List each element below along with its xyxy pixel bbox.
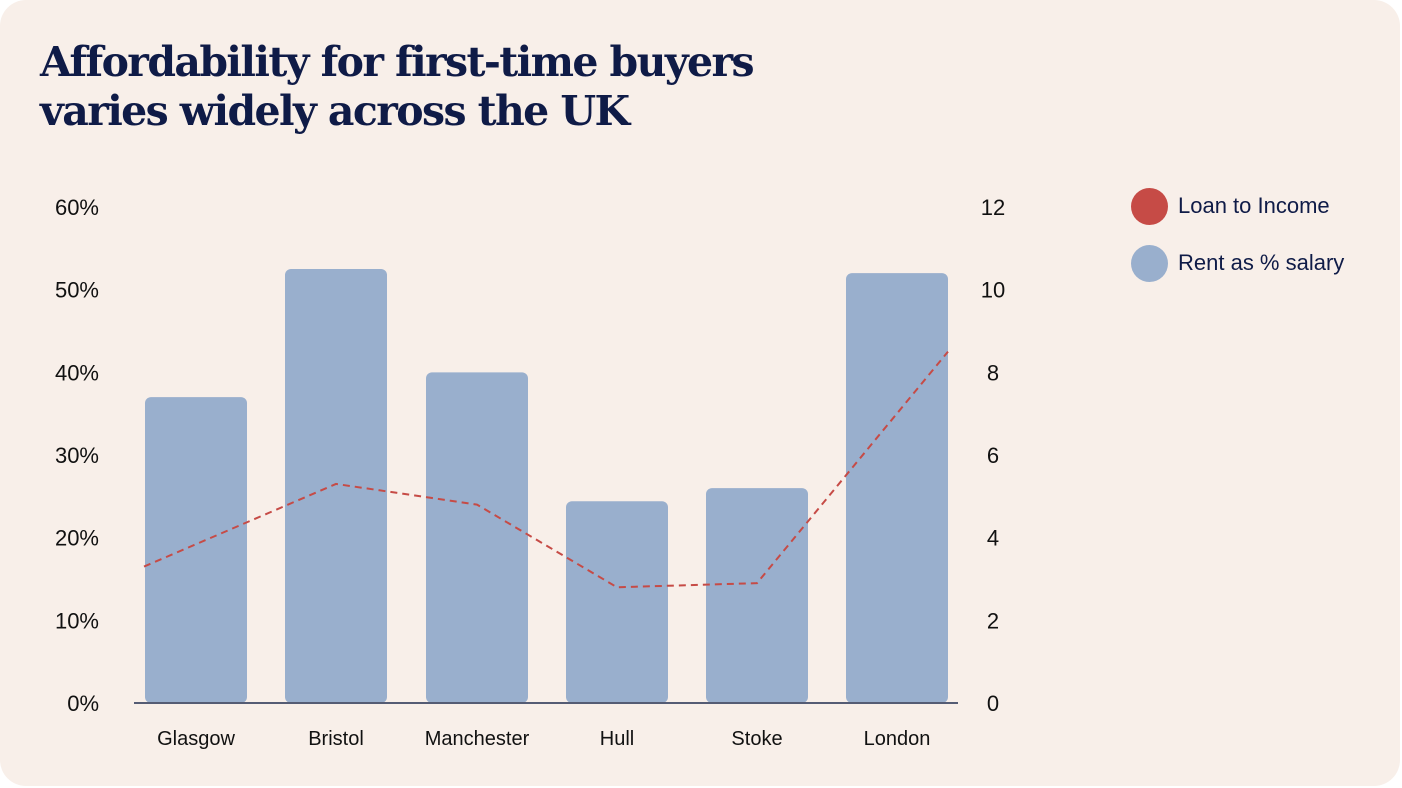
x-axis-tick-label: Bristol [308, 728, 364, 750]
chart-title: Affordability for first-time buyers vari… [40, 38, 755, 135]
right-axis-tick-label: 10 [981, 278, 1005, 303]
right-axis-tick-label: 12 [981, 195, 1005, 220]
legend-item-loan-to-income: Loan to Income [1131, 187, 1344, 225]
legend-label-loan-to-income: Loan to Income [1178, 193, 1330, 218]
loan-to-income-line [143, 351, 949, 589]
x-axis-tick-label: Hull [600, 728, 634, 750]
bar-bristol [285, 269, 387, 703]
right-axis-tick-label: 6 [987, 443, 999, 468]
bar-stoke [706, 488, 808, 703]
left-axis-tick-label: 60% [55, 195, 99, 220]
rent-as-salary-swatch [1131, 244, 1168, 282]
left-axis-tick-label: 40% [55, 360, 99, 385]
right-axis-tick-label: 4 [987, 526, 999, 551]
bar-hull [566, 501, 668, 703]
right-axis-tick-label: 0 [987, 691, 999, 716]
right-axis-tick-label: 2 [987, 608, 999, 633]
x-axis-tick-label: Stoke [731, 728, 782, 750]
left-axis-tick-label: 30% [55, 443, 99, 468]
right-axis-tick-label: 8 [987, 360, 999, 385]
legend: Loan to Income Rent as % salary [1131, 187, 1345, 302]
left-axis-tick-label: 0% [67, 691, 99, 716]
x-axis-tick-label: London [864, 728, 931, 750]
bar-glasgow [145, 397, 247, 703]
x-axis-tick-label: Manchester [425, 728, 530, 750]
bar-london [846, 273, 948, 703]
left-axis-tick-label: 10% [55, 608, 99, 633]
legend-label-rent-as-salary: Rent as % salary [1178, 250, 1345, 275]
legend-item-rent-as-salary: Rent as % salary [1131, 244, 1345, 282]
x-axis-tick-label: Glasgow [157, 728, 235, 750]
loan-to-income-swatch [1131, 187, 1168, 225]
left-axis-tick-label: 50% [55, 278, 99, 303]
left-axis-tick-label: 20% [55, 526, 99, 551]
bar-manchester [426, 372, 528, 703]
